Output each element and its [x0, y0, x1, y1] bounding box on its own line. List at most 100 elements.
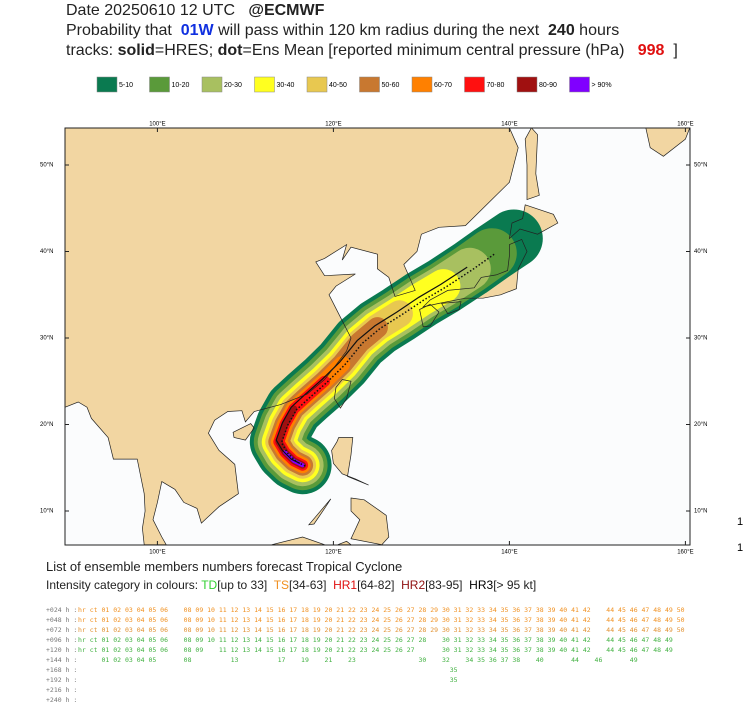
legend-label: 30-40: [277, 82, 295, 89]
lat-label: 50°N: [40, 163, 53, 169]
lon-label: 140°E: [501, 550, 517, 556]
legend-swatch: [96, 76, 118, 93]
legend-label: > 90%: [592, 82, 612, 89]
text-segment: Intensity category in colours:: [46, 578, 202, 592]
lat-label: 10°N: [694, 509, 707, 515]
legend-label: 70-80: [487, 82, 505, 89]
land-area: [525, 128, 540, 200]
text-segment: =Ens Mean [reported minimum central pres…: [242, 42, 638, 59]
text-segment: solid: [117, 42, 155, 59]
land-area: [331, 437, 369, 486]
coast-line: [331, 437, 369, 486]
text-segment: HR1: [333, 578, 358, 592]
legend-swatch: [411, 76, 433, 93]
lat-label: 20°N: [694, 422, 707, 428]
text-segment: TD: [201, 578, 218, 592]
lat-label: 50°N: [694, 163, 707, 169]
text-segment: [83-95]: [425, 578, 470, 592]
coast-line: [307, 498, 332, 526]
intensity-legend: Intensity category in colours: TD[up to …: [46, 578, 536, 592]
ens-mean-track: [280, 253, 495, 467]
text-segment: @ECMWF: [248, 2, 325, 19]
header-line: Date 20250610 12 UTC @ECMWF: [66, 2, 324, 20]
legend-swatch: [359, 76, 380, 93]
row-label: +048 h :: [46, 616, 78, 624]
land-area: [423, 239, 527, 307]
header-line: Probability that 01W will pass within 12…: [66, 22, 619, 40]
text-segment: Probability that: [66, 22, 181, 39]
lon-label: 160°E: [677, 550, 693, 556]
row-label: +216 h :: [46, 686, 78, 694]
row-members: hr ct 01 02 03 04 05 06 08 09 10 11 12 1…: [78, 616, 685, 624]
text-segment: HR2: [401, 578, 426, 592]
hres-track: [275, 266, 468, 464]
legend-swatch: [306, 76, 328, 93]
text-segment: Date 20250610 12 UTC: [66, 2, 249, 19]
coast-line: [508, 204, 559, 240]
text-segment: dot: [217, 42, 243, 59]
row-members: hr ct 01 02 03 04 05 06 08 09 11 12 13 1…: [78, 646, 673, 654]
legend-label: 20-30: [224, 82, 242, 89]
legend-swatch: [149, 76, 170, 93]
row-members: 35: [78, 676, 458, 684]
frame: [64, 127, 691, 546]
coast-line: [422, 238, 528, 308]
lon-label: 100°E: [149, 550, 165, 556]
text-segment: HR3: [469, 578, 494, 592]
text-segment: [64-82]: [357, 578, 402, 592]
footer-title: List of ensemble members numbers forecas…: [46, 559, 403, 574]
coast-line: [65, 128, 519, 545]
text-segment: will pass within 120 km radius during th…: [213, 22, 549, 39]
land-area: [65, 128, 519, 545]
row-label: +024 h :: [46, 606, 78, 614]
lon-label: 140°E: [501, 122, 517, 128]
row-members: hr ct 01 02 03 04 05 06 08 09 10 11 12 1…: [78, 606, 685, 614]
coast-line: [333, 379, 352, 409]
row-members: 01 02 03 04 05 08 13 17 19 21 23 30 32 3…: [78, 656, 638, 664]
text-segment: TS: [273, 578, 290, 592]
probability: [249, 209, 543, 495]
land: [65, 128, 690, 545]
text-segment: hours: [574, 22, 620, 39]
legend-swatch: [569, 76, 590, 93]
side-mark: 1: [737, 542, 743, 554]
lon-label: 120°E: [325, 122, 341, 128]
header-line: tracks: solid=HRES; dot=Ens Mean [report…: [66, 42, 678, 60]
legend-label: 50-60: [382, 82, 400, 89]
legend-label: 80-90: [539, 82, 557, 89]
lat-label: 10°N: [40, 509, 53, 515]
row-label: +240 h :: [46, 696, 78, 704]
legend-label: 10-20: [172, 82, 190, 89]
legend-swatch: [516, 76, 538, 93]
lon-label: 100°E: [149, 122, 165, 128]
legend-swatch: [254, 76, 275, 93]
coast-line: [524, 128, 540, 201]
land-area: [233, 423, 255, 441]
coast-line: [441, 301, 462, 315]
coast-line: [645, 128, 690, 157]
row-label: +168 h :: [46, 666, 78, 674]
lat-label: 30°N: [694, 336, 707, 342]
legend-label: 40-50: [329, 82, 347, 89]
text-segment: =HRES;: [154, 42, 218, 59]
side-mark: 1: [737, 516, 743, 528]
row-label: +192 h :: [46, 676, 78, 684]
legend-label: 60-70: [434, 82, 452, 89]
text-segment: [34-63]: [289, 578, 334, 592]
row-label: +072 h :: [46, 626, 78, 634]
row-members: 35: [78, 666, 458, 674]
text-segment: [> 95 kt]: [493, 578, 537, 592]
lon-label: 160°E: [677, 122, 693, 128]
lon-label: 120°E: [325, 550, 341, 556]
row-label: +096 h :: [46, 636, 78, 644]
legend-swatch: [464, 76, 485, 93]
legend-swatch: [201, 76, 223, 93]
text-segment: ]: [664, 42, 678, 59]
text-segment: 998: [637, 42, 665, 59]
row-members: hr ct 01 02 03 04 05 06 08 09 10 11 12 1…: [78, 636, 673, 644]
land-area: [645, 128, 690, 157]
row-members: hr ct 01 02 03 04 05 06 08 09 10 11 12 1…: [78, 626, 685, 634]
text-segment: tracks:: [66, 42, 118, 59]
